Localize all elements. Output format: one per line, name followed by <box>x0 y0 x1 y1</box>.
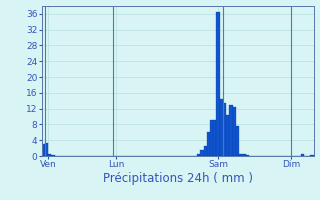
Bar <box>236 126 239 156</box>
Bar <box>226 115 229 156</box>
Bar <box>239 154 242 156</box>
Bar <box>216 12 220 156</box>
Bar <box>45 143 48 156</box>
Bar <box>200 150 204 156</box>
Bar <box>233 107 236 156</box>
Bar <box>246 155 249 156</box>
Bar <box>220 99 223 156</box>
Bar <box>42 144 45 156</box>
Bar <box>207 132 210 156</box>
Bar <box>213 120 216 156</box>
Bar <box>310 155 314 156</box>
Bar <box>204 146 207 156</box>
X-axis label: Précipitations 24h ( mm ): Précipitations 24h ( mm ) <box>103 172 252 185</box>
Bar <box>51 155 54 156</box>
Bar <box>48 154 51 156</box>
Bar <box>223 103 226 156</box>
Bar <box>242 154 246 156</box>
Bar <box>229 105 233 156</box>
Bar <box>197 154 200 156</box>
Bar <box>301 154 304 156</box>
Bar <box>210 120 213 156</box>
